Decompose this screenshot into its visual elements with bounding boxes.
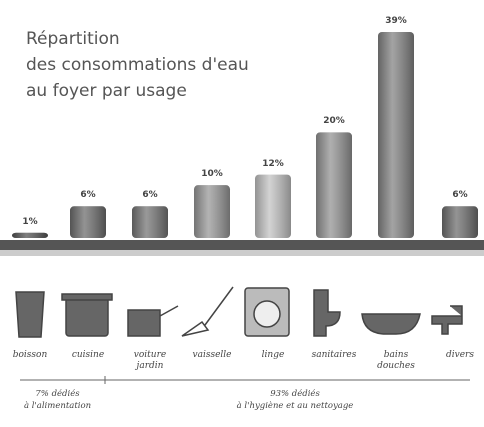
value-label: 6%: [142, 190, 158, 201]
bar-shading: [255, 174, 291, 238]
icon-toilet: [313, 289, 341, 337]
icon-brush: [181, 286, 234, 337]
value-label: 6%: [80, 190, 96, 201]
category-label: bains douches: [377, 350, 415, 371]
icons: [15, 286, 463, 338]
bar-shading: [12, 232, 48, 238]
value-label: 12%: [262, 158, 284, 169]
value-label: 6%: [452, 190, 468, 201]
chart-title: au foyer par usage: [26, 81, 187, 101]
icon-pot: [65, 297, 109, 337]
icon-washer-door: [253, 300, 281, 328]
icon-glass: [15, 291, 45, 338]
chart-title: des consommations d'eau: [26, 55, 249, 75]
bar-shading: [316, 132, 352, 238]
category-label: sanitaires: [311, 350, 357, 360]
category-label: linge: [261, 350, 285, 360]
floor-strip: [0, 240, 484, 250]
bar-shading: [378, 32, 414, 238]
category-label: boisson: [12, 350, 48, 360]
bar-shading: [442, 206, 478, 238]
category-label: cuisine: [71, 350, 105, 360]
value-label: 20%: [323, 116, 345, 127]
annotation: 7% dédiés à l'alimentation: [23, 389, 92, 411]
icon-bathtub: [361, 313, 421, 335]
chart-title: Répartition: [26, 29, 120, 49]
value-label: 1%: [22, 216, 38, 227]
category-label: voiture jardin: [133, 350, 167, 371]
icon-tap: [431, 305, 463, 335]
annotation: 93% dédiés à l'hygiène et au nettoyage: [236, 389, 354, 411]
icon-watering-can: [127, 305, 179, 337]
category-label: vaisselle: [192, 350, 232, 360]
bar-shading: [70, 206, 106, 238]
floor-shadow: [0, 250, 484, 256]
value-label: 10%: [201, 169, 223, 180]
value-label: 39%: [385, 16, 407, 26]
icon-pot-lid: [61, 293, 113, 301]
category-label: divers: [446, 350, 474, 360]
bar-shading: [132, 206, 168, 238]
bar-shading: [194, 185, 230, 238]
